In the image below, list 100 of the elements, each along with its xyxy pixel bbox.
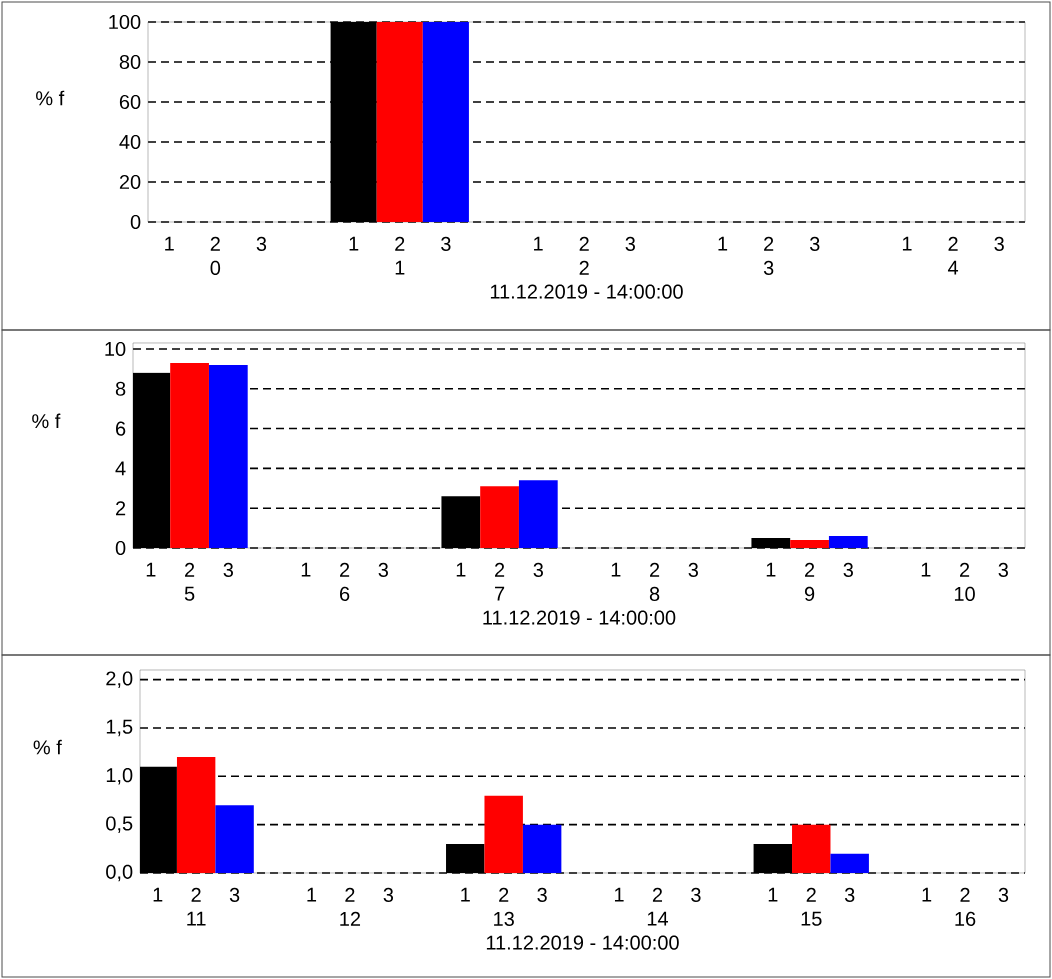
y-tick-label: 1,0 [106, 768, 133, 785]
text: 3 [625, 236, 635, 251]
x-axis-title: 11.12.2019 - 14:00:00 [490, 284, 683, 299]
text: 3 [378, 562, 388, 577]
text: 2 [345, 887, 355, 902]
y-tick-label: 2 [116, 501, 126, 516]
series-label: 3 [441, 236, 451, 251]
y-tick-label: 4 [115, 461, 126, 476]
x-tick-label: 13 [494, 911, 514, 926]
bar [828, 536, 868, 548]
text: 2 [948, 236, 958, 251]
text: 1 [301, 562, 311, 577]
bar [751, 538, 791, 548]
x-tick-label: 12 [340, 911, 361, 926]
text: 1 [921, 562, 931, 577]
text: 2 [579, 236, 589, 251]
series-label: 2 [185, 562, 195, 577]
text: 1 [611, 562, 621, 577]
text: 1 [766, 562, 776, 577]
series-label: 1 [146, 562, 156, 577]
y-tick-label: 6 [116, 421, 126, 436]
y-tick-label: 0 [115, 540, 126, 556]
x-tick-label: 0 [210, 260, 221, 276]
text: 1 [456, 562, 466, 577]
text: 2 [495, 562, 505, 577]
text: 3 [998, 887, 1009, 902]
y-tick-label: 0,5 [106, 816, 133, 833]
text: 3 [688, 562, 698, 577]
text: 1 [718, 236, 728, 251]
text: 1 [922, 887, 932, 902]
y-tick-label: 2,0 [106, 671, 133, 688]
bar [176, 756, 216, 873]
text: 1 [307, 887, 317, 902]
text: 3 [533, 562, 543, 577]
y-tick-label: 60 [119, 94, 141, 110]
text: 2 [960, 887, 970, 902]
x-tick-label: 8 [649, 586, 660, 601]
y-tick-label: 8 [115, 381, 126, 396]
text: 3 [844, 887, 855, 902]
bar [170, 362, 209, 548]
text: 1 [534, 236, 543, 251]
y-tick-label: 40 [119, 134, 141, 150]
y-axis-title: % f [33, 739, 62, 755]
x-tick-label: 6 [340, 586, 350, 601]
bar [480, 486, 519, 548]
bar [446, 843, 485, 873]
bar [518, 480, 558, 548]
series-label: 3 [223, 562, 234, 577]
bar [484, 795, 523, 873]
x-tick-label: 9 [804, 586, 815, 601]
text: 2 [960, 562, 970, 577]
series-label: 2 [395, 236, 405, 251]
x-tick-label: 15 [801, 911, 822, 926]
x-tick-label: 4 [947, 260, 959, 275]
text: 2 [210, 236, 220, 251]
x-tick-label: 1 [395, 260, 405, 275]
text: 2 [650, 562, 660, 577]
bar [140, 766, 177, 873]
bar [208, 364, 248, 548]
y-axis-title: % f [32, 413, 61, 429]
bar [792, 824, 831, 873]
x-tick-label: 11 [187, 911, 206, 926]
text: 3 [843, 562, 853, 577]
text: 3 [994, 236, 1004, 251]
bar [215, 805, 254, 873]
x-tick-label: 16 [955, 911, 976, 926]
text: 3 [998, 562, 1008, 577]
text: 1 [902, 236, 912, 251]
text: 3 [537, 887, 547, 902]
y-tick-label: 100 [109, 14, 141, 30]
bar [790, 540, 829, 548]
x-tick-label: 3 [763, 260, 774, 276]
text: 1 [614, 887, 624, 902]
text: 3 [383, 887, 394, 902]
bar [753, 843, 793, 873]
text: 2 [806, 887, 816, 902]
x-tick-label: 14 [647, 911, 669, 926]
y-tick-label: 0,0 [106, 864, 133, 882]
y-tick-label: 1,5 [106, 719, 133, 737]
text: 2 [340, 562, 350, 577]
x-tick-label: 5 [184, 586, 195, 601]
y-tick-label: 0 [130, 214, 141, 230]
text: 2 [652, 887, 663, 902]
bar [522, 824, 562, 873]
x-tick-label: 10 [954, 586, 975, 601]
bar [830, 853, 869, 873]
text: 3 [809, 236, 820, 251]
series-label: 3 [229, 887, 240, 902]
bar [133, 372, 171, 548]
text: 3 [691, 887, 701, 902]
x-tick-label: 7 [495, 586, 505, 601]
y-axis-title: % f [36, 90, 65, 106]
text: 1 [461, 887, 470, 902]
text: 1 [768, 887, 778, 902]
x-axis-title: 11.12.2019 - 14:00:00 [483, 610, 676, 625]
text: 3 [256, 236, 267, 251]
series-label: 1 [349, 236, 359, 251]
series-label: 2 [191, 887, 201, 902]
text: 2 [764, 236, 774, 251]
y-tick-label: 80 [119, 54, 141, 70]
